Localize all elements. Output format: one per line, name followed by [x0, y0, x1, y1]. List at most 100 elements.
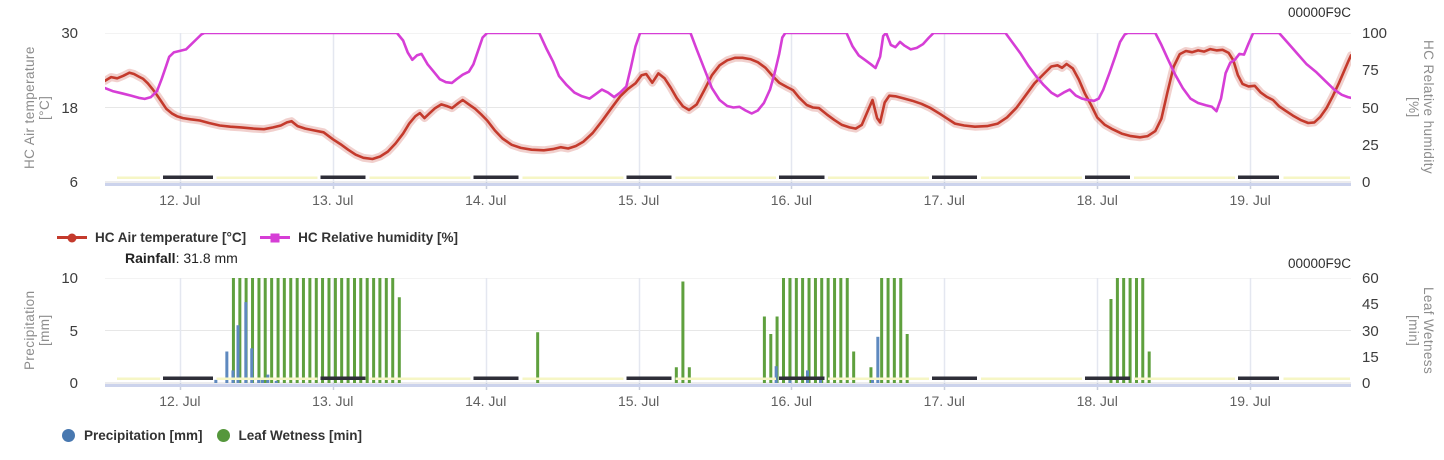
- rainfall-label: Rainfall: [125, 250, 176, 266]
- leaf-wetness-bar[interactable]: [251, 278, 255, 383]
- precipitation-bar[interactable]: [236, 325, 240, 383]
- precipitation-bar[interactable]: [818, 379, 822, 383]
- temperature-line[interactable]: [105, 47, 1351, 161]
- leaf-wetness-bar[interactable]: [886, 278, 890, 383]
- leaf-wetness-bar[interactable]: [276, 278, 280, 383]
- precipitation-bar[interactable]: [876, 336, 880, 383]
- leaf-wetness-bar[interactable]: [845, 278, 849, 383]
- daylight-strip: [1133, 176, 1235, 179]
- leaf-wetness-bar[interactable]: [346, 278, 350, 383]
- precipitation-bar[interactable]: [225, 351, 229, 384]
- leaf-wetness-bar[interactable]: [813, 278, 817, 383]
- leaf-wetness-bar[interactable]: [880, 278, 884, 383]
- leaf-wetness-bar[interactable]: [289, 278, 293, 383]
- temperature-humidity-plot[interactable]: [105, 33, 1351, 191]
- precipitation-leafwetness-plot[interactable]: [105, 278, 1351, 390]
- legend-item[interactable]: Precipitation [mm]: [62, 428, 203, 443]
- x-tick-label: 16. Jul: [770, 192, 813, 208]
- leaf-wetness-bar[interactable]: [674, 367, 678, 383]
- humidity-line[interactable]: [105, 33, 1351, 115]
- leaf-wetness-bar[interactable]: [1147, 351, 1151, 384]
- leaf-wetness-bar[interactable]: [775, 316, 779, 384]
- leaf-wetness-bar[interactable]: [263, 278, 267, 383]
- leaf-wetness-bar[interactable]: [899, 278, 903, 383]
- precipitation-bar[interactable]: [260, 378, 264, 383]
- leaf-wetness-bar[interactable]: [372, 278, 376, 383]
- night-strip: [163, 376, 213, 380]
- leaf-wetness-bar[interactable]: [238, 278, 242, 383]
- precipitation-bar[interactable]: [257, 379, 261, 383]
- leaf-wetness-bar[interactable]: [681, 281, 685, 384]
- leaf-wetness-bar[interactable]: [869, 367, 873, 383]
- leaf-wetness-bar[interactable]: [397, 297, 401, 383]
- leaf-wetness-bar[interactable]: [781, 278, 785, 383]
- leaf-wetness-bar[interactable]: [314, 278, 318, 383]
- leaf-wetness-bar[interactable]: [687, 367, 691, 383]
- leaf-wetness-bar[interactable]: [788, 278, 792, 383]
- leaf-wetness-bar[interactable]: [378, 278, 382, 383]
- leaf-wetness-bar[interactable]: [353, 278, 357, 383]
- leafwetness-axis-tick-label: 0: [1362, 375, 1371, 392]
- leafwetness-axis-tick-label: 15: [1362, 348, 1379, 366]
- leaf-wetness-bar[interactable]: [308, 278, 312, 383]
- leaf-wetness-bar[interactable]: [833, 278, 837, 383]
- precipitation-bar[interactable]: [244, 302, 248, 383]
- x-tick-label: 14. Jul: [465, 192, 507, 208]
- leaf-wetness-bar[interactable]: [1122, 278, 1126, 383]
- leaf-wetness-bar[interactable]: [365, 278, 369, 383]
- leaf-wetness-bar[interactable]: [826, 278, 830, 383]
- left-axis-title-text: Precipitation: [22, 290, 37, 371]
- leaf-wetness-bar[interactable]: [321, 278, 325, 383]
- chart-precipitation-leafwetness: Rainfall: 31.8 mm 00000F9C Precipitation…: [0, 248, 1444, 460]
- precipitation-bar[interactable]: [870, 379, 874, 383]
- night-strip: [473, 376, 519, 380]
- right-axis-title-text: Leaf Wetness: [1421, 286, 1436, 375]
- legend-item[interactable]: Leaf Wetness [min]: [216, 428, 362, 443]
- leaf-wetness-bar[interactable]: [295, 278, 299, 383]
- chart-temperature-humidity: 00000F9C HC Air temperature [°C] HC Rela…: [22, 5, 1436, 245]
- x-tick-label: 13. Jul: [312, 192, 354, 208]
- leaf-wetness-bar[interactable]: [231, 278, 235, 383]
- leaf-wetness-bar[interactable]: [794, 278, 798, 383]
- leaf-wetness-bar[interactable]: [270, 278, 274, 383]
- leaf-wetness-bar[interactable]: [1109, 299, 1113, 383]
- leaf-wetness-bar[interactable]: [391, 278, 395, 383]
- legend-item[interactable]: HC Air temperature [°C]: [57, 230, 246, 245]
- daylight-strip: [981, 377, 1082, 380]
- axis-baseline: [105, 384, 1351, 387]
- leaf-wetness-bar[interactable]: [762, 316, 766, 384]
- leaf-wetness-bar[interactable]: [801, 278, 805, 383]
- leaf-wetness-bar[interactable]: [905, 334, 909, 383]
- leaf-wetness-bar[interactable]: [340, 278, 344, 383]
- leaf-wetness-bar[interactable]: [536, 332, 540, 383]
- leaf-wetness-bar[interactable]: [301, 278, 305, 383]
- precipitation-bar[interactable]: [214, 379, 218, 383]
- precipitation-bar[interactable]: [774, 366, 778, 383]
- leaf-wetness-bar[interactable]: [1141, 278, 1145, 383]
- leaf-wetness-bar[interactable]: [852, 351, 856, 384]
- precipitation-bar[interactable]: [231, 370, 235, 383]
- precipitation-bar[interactable]: [250, 348, 254, 383]
- leaf-wetness-bar[interactable]: [333, 278, 337, 383]
- night-strip: [932, 376, 978, 380]
- legend-item[interactable]: HC Relative humidity [%]: [260, 230, 458, 245]
- leaf-wetness-bar[interactable]: [327, 278, 331, 383]
- leaf-wetness-bar[interactable]: [769, 334, 773, 383]
- humidity-axis-tick-label: 25: [1362, 136, 1379, 154]
- night-strip: [1084, 376, 1131, 380]
- leaf-wetness-bar[interactable]: [384, 278, 388, 383]
- leaf-wetness-bar[interactable]: [892, 278, 896, 383]
- leaf-wetness-bar[interactable]: [359, 278, 363, 383]
- leaf-wetness-bar[interactable]: [257, 278, 261, 383]
- leaf-wetness-bar[interactable]: [282, 278, 286, 383]
- precipitation-bar[interactable]: [788, 380, 792, 383]
- precipitation-bar[interactable]: [274, 380, 278, 383]
- leaf-wetness-bar[interactable]: [1135, 278, 1139, 383]
- leaf-wetness-bar[interactable]: [820, 278, 824, 383]
- leaf-wetness-bar[interactable]: [839, 278, 843, 383]
- daylight-strip: [216, 176, 318, 179]
- leaf-wetness-bar[interactable]: [807, 278, 811, 383]
- x-tick-label: 18. Jul: [1076, 192, 1118, 208]
- leaf-wetness-bar[interactable]: [1128, 278, 1132, 383]
- leaf-wetness-bar[interactable]: [1115, 278, 1119, 383]
